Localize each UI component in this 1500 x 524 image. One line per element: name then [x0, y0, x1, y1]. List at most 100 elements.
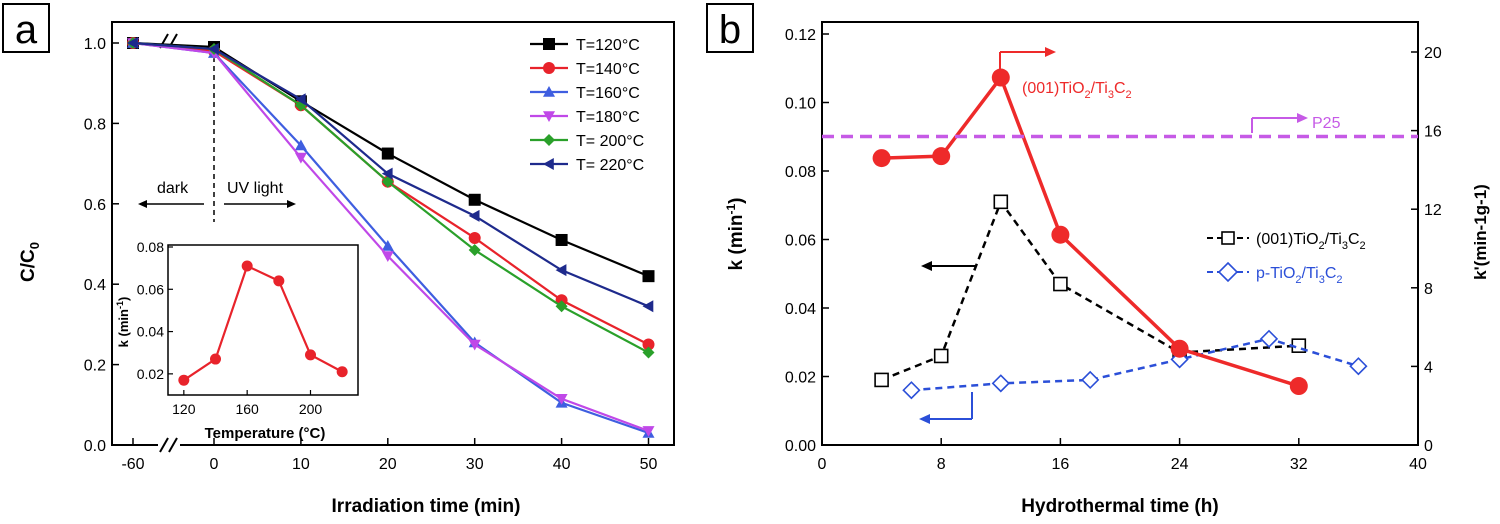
data-point [991, 374, 1010, 393]
data-point [555, 264, 567, 277]
inset-y-tick-label: 0.08 [137, 239, 164, 255]
panel-a-x-axis: -60 0 10 20 30 40 50 [121, 438, 658, 473]
panel-a-plot-frame [111, 21, 675, 446]
legend-marker [543, 38, 555, 50]
legend-item-p-tio2: p-TiO2/Ti3C2 [1207, 261, 1343, 286]
panel-a-legend: T=120°C T=140°C T=160°C T=180°C T= 200°C T= 2… [530, 37, 644, 174]
data-point [1053, 276, 1068, 292]
y-tick-label: 0.6 [84, 197, 106, 214]
panel-a-y-axis: 0.0 0.2 0.4 0.6 0.8 1.0 [84, 36, 119, 455]
data-point [1259, 329, 1279, 348]
y2-tick-label: 8 [1424, 281, 1433, 298]
legend-marker [543, 158, 554, 170]
data-point [902, 381, 921, 400]
data-point [642, 346, 655, 359]
data-point [555, 233, 568, 246]
data-point [381, 251, 394, 263]
red-right-arrow [999, 47, 1056, 75]
black-left-arrow [921, 261, 976, 271]
data-point [555, 300, 568, 313]
legend-item-001-tio2: (001)TiO2/Ti3C2 [1207, 231, 1366, 252]
panel-a-series [127, 37, 655, 438]
inset-data-point [273, 275, 285, 287]
data-point [932, 147, 951, 166]
data-point [468, 193, 481, 206]
panel-b-label-box [706, 3, 754, 53]
data-point [294, 139, 307, 151]
legend-label: (001)TiO2/Ti3C2 [1256, 231, 1366, 252]
panel-a-label: a [15, 8, 38, 52]
legend-marker [543, 111, 555, 122]
y2-tick-label: 4 [1424, 359, 1433, 376]
legend-label: T=180°C [576, 109, 640, 126]
inset-chart: 0.02 0.04 0.06 0.08 120 160 200 Temperature (°… [115, 239, 359, 442]
legend-item: T= 220°C [530, 157, 644, 174]
series-polyline [881, 199, 1299, 382]
series-line [127, 37, 654, 313]
panel-a-y-axis-title: C/C0 [18, 242, 42, 282]
inset-data-point [305, 349, 316, 361]
inset-series [178, 260, 348, 386]
data-point [127, 37, 138, 49]
inset-data-point [336, 366, 348, 378]
x-tick-label: 24 [1171, 456, 1189, 473]
y-tick-label: 0.08 [785, 164, 816, 181]
panel-a-x-axis-title: Irradiation time (min) [332, 496, 521, 517]
legend-item: T=120°C [530, 37, 640, 54]
data-point [468, 339, 481, 351]
y2-tick-label: 16 [1424, 124, 1442, 141]
series-line [872, 68, 1308, 396]
data-point [468, 209, 480, 222]
data-point [468, 231, 481, 244]
legend-marker [543, 134, 555, 146]
inset-x-tick-label: 200 [299, 401, 323, 417]
x-tick-label: 32 [1290, 456, 1308, 473]
x-tick-label: 20 [379, 456, 397, 473]
legend-marker [543, 62, 555, 74]
panel-b-label: b [719, 8, 741, 52]
y-tick-label: 0.00 [785, 438, 816, 455]
y-tick-label: 0.8 [84, 116, 106, 133]
panel-b-right-y-axis-title: k'(min-1g-1) [1471, 184, 1490, 280]
data-point [208, 43, 219, 56]
red-series-annotation: (001)TiO2/Ti3C2 [1022, 80, 1132, 101]
y2-tick-label: 0 [1424, 438, 1433, 455]
data-point [933, 348, 949, 364]
legend-item: T=140°C [530, 61, 640, 78]
y-tick-label: 0.02 [785, 370, 816, 387]
inset-x-tick-label: 120 [172, 401, 196, 417]
legend-label: T= 200°C [576, 133, 644, 150]
panel-b-plot-frame [821, 21, 1419, 446]
panel-b-left-y-axis-title: k (min-1) [724, 198, 747, 271]
inset-y-axis-title: k (min-1) [115, 297, 131, 348]
y-tick-label: 1.0 [84, 36, 106, 53]
series-line [874, 194, 1307, 388]
panel-b-series [822, 68, 1418, 400]
inset-data-point [210, 353, 221, 365]
dark-label: dark [157, 180, 189, 197]
series-polyline [132, 41, 649, 278]
data-point [381, 167, 393, 180]
blue-left-arrow [919, 392, 973, 424]
x-tick-label: 40 [553, 456, 571, 473]
panel-b: b 0.00 0.02 0.04 0.06 0.08 0.10 0.12 0 4 8 12 16 20… [706, 3, 1490, 517]
y-tick-label: 0.2 [84, 358, 106, 375]
legend-label: T= 220°C [576, 157, 644, 174]
inset-x-tick-label: 160 [235, 401, 259, 417]
panel-b-right-y-axis: 0 4 8 12 16 20 [1411, 45, 1442, 455]
y-tick-label: 0.04 [785, 301, 816, 318]
x-tick-label: -60 [121, 456, 144, 473]
data-point [555, 393, 568, 405]
inset-y-tick-label: 0.04 [137, 324, 164, 340]
y2-tick-label: 12 [1424, 202, 1442, 219]
panel-a: a 0.0 0.2 0.4 0.6 0.8 1.0 -60 0 10 20 30 40 50 dark… [2, 3, 675, 517]
inset-data-point [178, 374, 190, 386]
uv-arrow [224, 200, 296, 208]
legend-marker [543, 86, 555, 97]
legend-item: T=180°C [530, 109, 640, 126]
data-point [381, 240, 394, 251]
x-tick-label: 0 [210, 456, 219, 473]
data-point [1170, 339, 1189, 358]
panel-b-left-y-axis: 0.00 0.02 0.04 0.06 0.08 0.10 0.12 [785, 27, 829, 455]
p25-right-arrow [1251, 113, 1308, 133]
